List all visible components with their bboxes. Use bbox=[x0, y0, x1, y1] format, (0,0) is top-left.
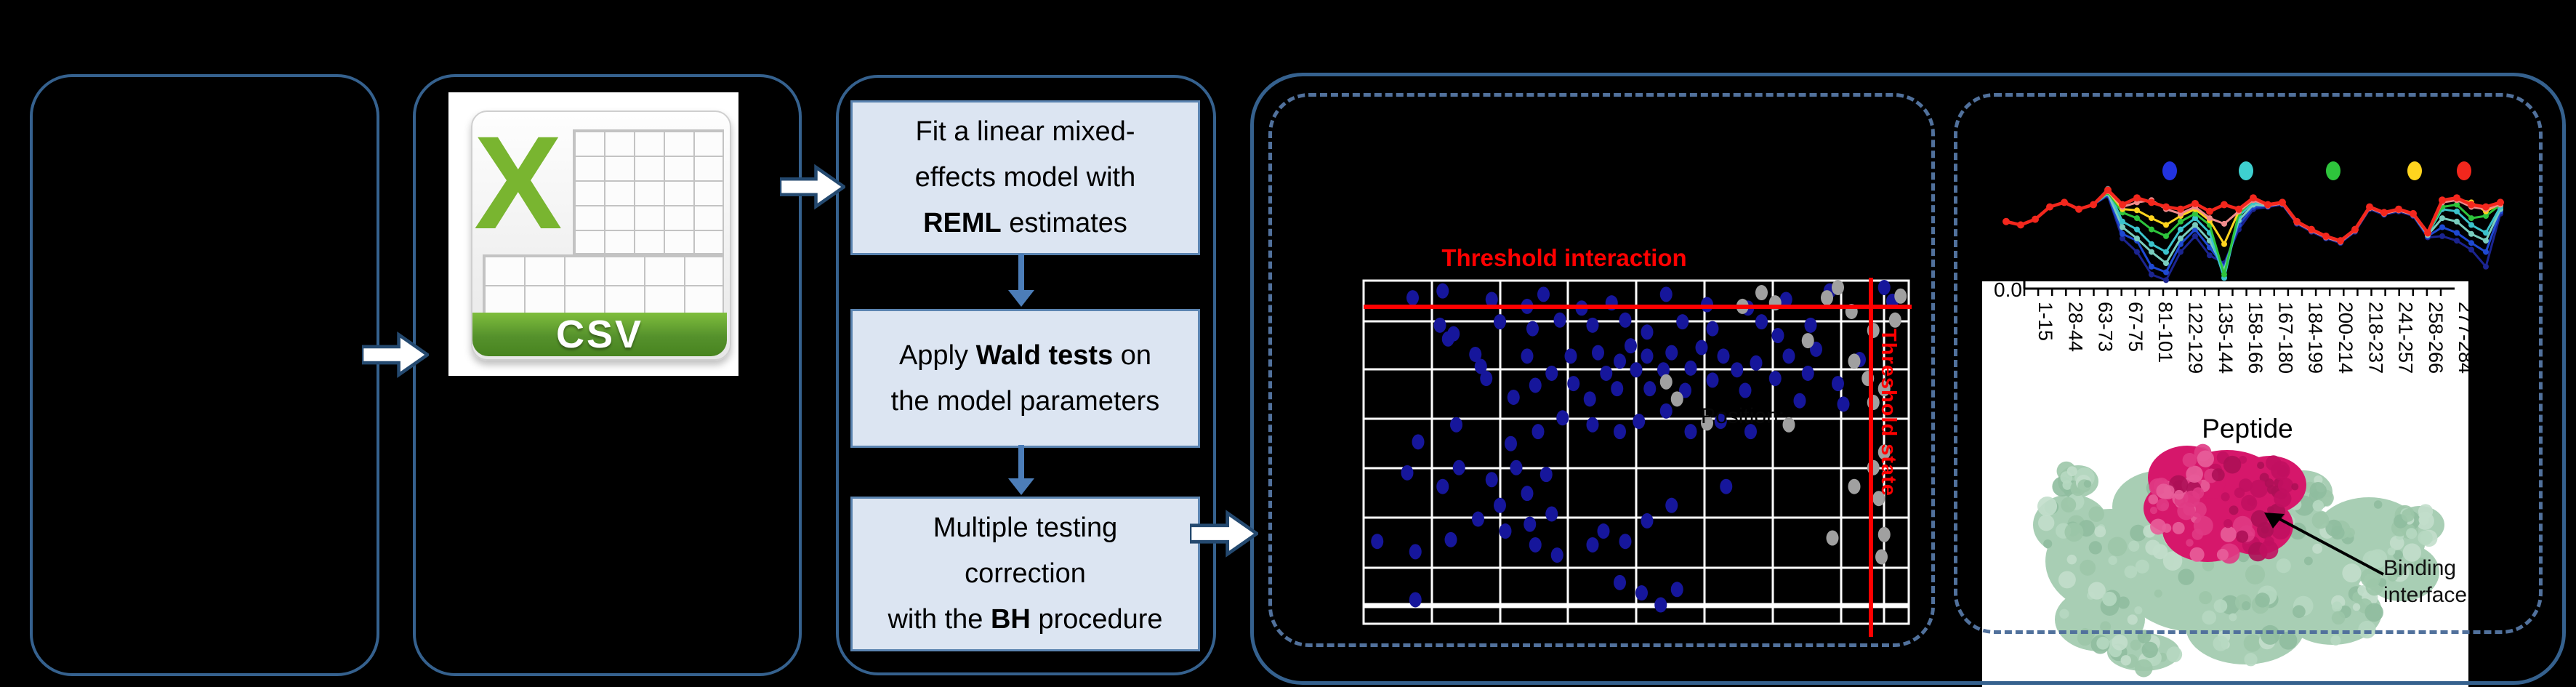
peptide-x-axis: 1-15 28-44 63-73 67-75 81-101 122-129 135-144 1… bbox=[2023, 281, 2468, 374]
peptide-profile-line-chart bbox=[2003, 161, 2504, 284]
svg-text:28-44: 28-44 bbox=[2064, 302, 2086, 352]
flow-arrow-3-icon bbox=[1190, 510, 1258, 558]
svg-text:258-266: 258-266 bbox=[2425, 302, 2447, 374]
panel-csv bbox=[413, 74, 802, 676]
flow-arrow-2-icon bbox=[780, 164, 845, 210]
panel-statistics bbox=[836, 75, 1216, 675]
binding-interface-label: Binding interface bbox=[2383, 556, 2468, 607]
svg-text:81-101: 81-101 bbox=[2154, 302, 2176, 363]
threshold-state-label: Threshold state bbox=[1877, 329, 1900, 497]
panel-input bbox=[30, 74, 379, 676]
flow-box-reml: Fit a linear mixed-effects model with REM… bbox=[850, 100, 1200, 255]
peptide-figure-inset: 0.0 1-15 28-44 63-73 67-75 81-101 122-129 135-… bbox=[1982, 281, 2468, 687]
scatter-title: Threshold interaction bbox=[1441, 244, 1687, 271]
scatter-hidden-axis-label: Position: bbox=[1701, 404, 1785, 428]
csv-label: CSV bbox=[555, 313, 644, 356]
csv-banner: CSV bbox=[472, 313, 727, 356]
svg-text:122-129: 122-129 bbox=[2185, 302, 2207, 374]
svg-text:135-144: 135-144 bbox=[2215, 302, 2237, 374]
svg-text:158-166: 158-166 bbox=[2245, 302, 2266, 374]
svg-text:63-73: 63-73 bbox=[2095, 302, 2117, 352]
excel-x-icon: X bbox=[474, 108, 563, 257]
spreadsheet-grid-icon bbox=[483, 254, 724, 316]
y-axis-tick: 0.0 bbox=[1994, 281, 2022, 301]
down-arrow-icon bbox=[1008, 254, 1034, 307]
svg-text:184-199: 184-199 bbox=[2305, 302, 2327, 374]
svg-text:67-75: 67-75 bbox=[2125, 302, 2146, 352]
svg-text:1-15: 1-15 bbox=[2034, 302, 2056, 341]
down-arrow-icon bbox=[1008, 445, 1034, 495]
svg-text:241-257: 241-257 bbox=[2395, 302, 2417, 374]
spreadsheet-grid-icon bbox=[573, 129, 724, 254]
flow-box-bh: Multiple testing correction with the BH pr… bbox=[850, 497, 1200, 651]
protein-structure-image bbox=[2033, 443, 2444, 678]
flow-arrow-1-icon bbox=[362, 331, 429, 379]
svg-text:167-180: 167-180 bbox=[2274, 302, 2296, 374]
flow-box-wald: Apply Wald tests on the model parameters bbox=[850, 309, 1200, 448]
svg-text:218-237: 218-237 bbox=[2364, 302, 2386, 374]
svg-text:200-214: 200-214 bbox=[2335, 302, 2356, 374]
interaction-scatter-plot bbox=[1362, 278, 1912, 637]
x-axis-title: Peptide bbox=[2202, 414, 2293, 443]
svg-text:277-284: 277-284 bbox=[2455, 302, 2468, 374]
